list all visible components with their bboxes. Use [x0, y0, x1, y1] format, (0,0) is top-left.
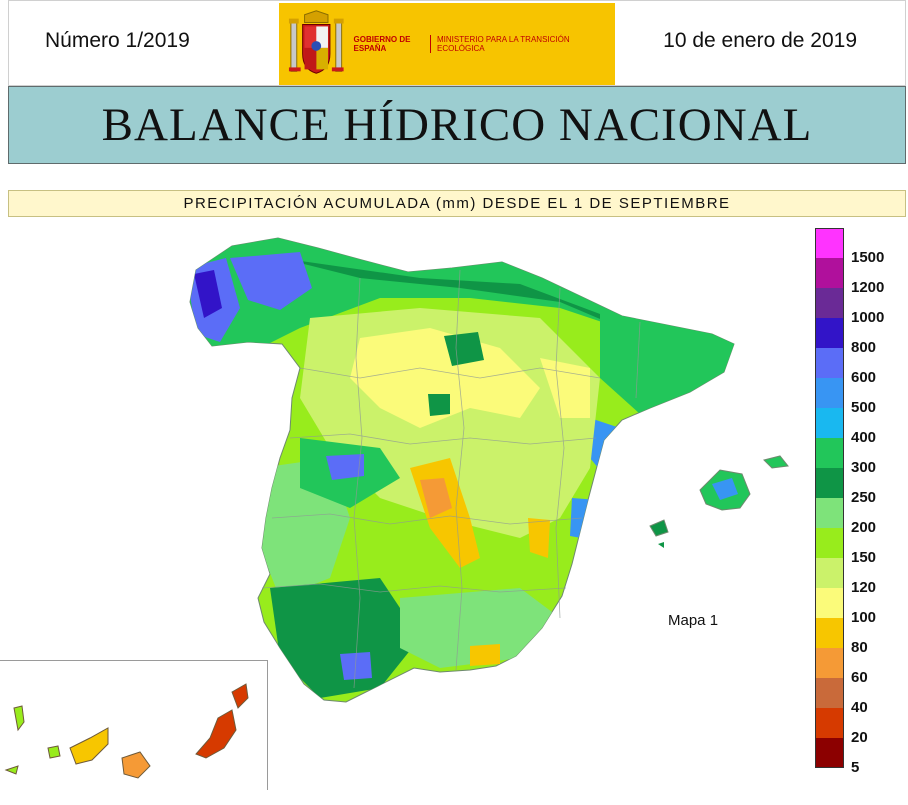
legend-swatch [815, 738, 844, 768]
legend-swatch [815, 258, 844, 288]
la-gomera-island [47, 745, 61, 759]
legend-swatch [815, 438, 844, 468]
bulletin-date: 10 de enero de 2019 [663, 29, 857, 52]
legend-label: 400 [851, 429, 877, 446]
legend-label: 1500 [851, 249, 885, 266]
zone-extremadura-blue [326, 454, 364, 480]
canary-islands [4, 683, 249, 779]
legend-label: 5 [851, 759, 860, 776]
precipitation-legend: 1500 1200 1000 800 600 500 400 300 250 200 150 120 1… [815, 228, 900, 776]
government-name: GOBIERNO DE ESPAÑA [353, 35, 411, 53]
legend-label: 60 [851, 669, 868, 686]
legend-swatch [815, 318, 844, 348]
zone-almeria-orange [470, 644, 500, 666]
ibiza-island [649, 519, 669, 537]
legend-label: 150 [851, 549, 877, 566]
legend-swatch [815, 528, 844, 558]
legend-swatch [815, 618, 844, 648]
province-boundaries [261, 269, 641, 689]
zone-cantabria-blue [230, 252, 312, 310]
lanzarote-island [231, 683, 249, 709]
legend-label: 600 [851, 369, 877, 386]
legend-label: 200 [851, 519, 877, 536]
legend-label: 40 [851, 699, 868, 716]
canary-islands-frame [0, 660, 268, 790]
formentera-island [658, 542, 664, 548]
legend-label: 300 [851, 459, 877, 476]
legend-label: 80 [851, 639, 868, 656]
legend-swatch [815, 228, 844, 258]
peninsula [189, 237, 735, 703]
legend-label: 1200 [851, 279, 885, 296]
legend-swatch [815, 678, 844, 708]
legend-label: 800 [851, 339, 877, 356]
legend-swatch [815, 348, 844, 378]
fuerteventura-island [195, 709, 237, 759]
zone-south-green [270, 578, 420, 698]
title-bar: BALANCE HÍDRICO NACIONAL [8, 86, 906, 164]
legend-swatch [815, 468, 844, 498]
coat-of-arms-icon [288, 10, 344, 74]
legend-swatch [815, 558, 844, 588]
zone-gredos [428, 394, 450, 416]
page-title: BALANCE HÍDRICO NACIONAL [101, 99, 813, 151]
zone-meseta-yellow [350, 328, 540, 428]
zone-central-dark-orange [420, 478, 452, 518]
precipitation-map [4, 237, 789, 779]
legend-label: 1000 [851, 309, 885, 326]
map-label: Mapa 1 [668, 612, 719, 629]
map-subtitle: PRECIPITACIÓN ACUMULADA (mm) DESDE EL 1 … [8, 190, 906, 217]
issue-number: Número 1/2019 [45, 29, 190, 52]
legend-label: 500 [851, 399, 877, 416]
zone-galicia-purple [194, 270, 222, 318]
la-palma-island [13, 705, 25, 732]
legend-label: 100 [851, 609, 877, 626]
balearic-islands [649, 455, 789, 548]
mallorca-blue [712, 478, 738, 500]
legend-label: 120 [851, 579, 877, 596]
bulletin-header: Número 1/2019 GOBIERNO DE ESPAÑA MINISTE… [8, 0, 906, 86]
legend-swatch [815, 648, 844, 678]
zone-central-mountain [444, 332, 484, 366]
legend-label: 20 [851, 729, 868, 746]
government-logo: GOBIERNO DE ESPAÑA MINISTERIO PARA LA TR… [279, 3, 615, 85]
legend-swatch [815, 378, 844, 408]
menorca-island [763, 455, 789, 469]
tenerife-island [69, 727, 109, 765]
ministry-name: MINISTERIO PARA LA TRANSICIÓN ECOLÓGICA [430, 35, 615, 53]
legend-swatch [815, 708, 844, 738]
zone-la-mancha-orange [528, 518, 550, 558]
legend-swatch [815, 588, 844, 618]
legend-swatch [815, 288, 844, 318]
zone-south-light [400, 588, 560, 668]
el-hierro-island [4, 765, 19, 775]
zone-north-green [280, 258, 660, 358]
legend-swatch [815, 498, 844, 528]
legend-label: 250 [851, 489, 877, 506]
zone-cadiz-blue [340, 652, 372, 680]
gran-canaria-island [121, 751, 151, 779]
legend-swatch [815, 408, 844, 438]
zone-ebro-yellow [540, 358, 590, 418]
